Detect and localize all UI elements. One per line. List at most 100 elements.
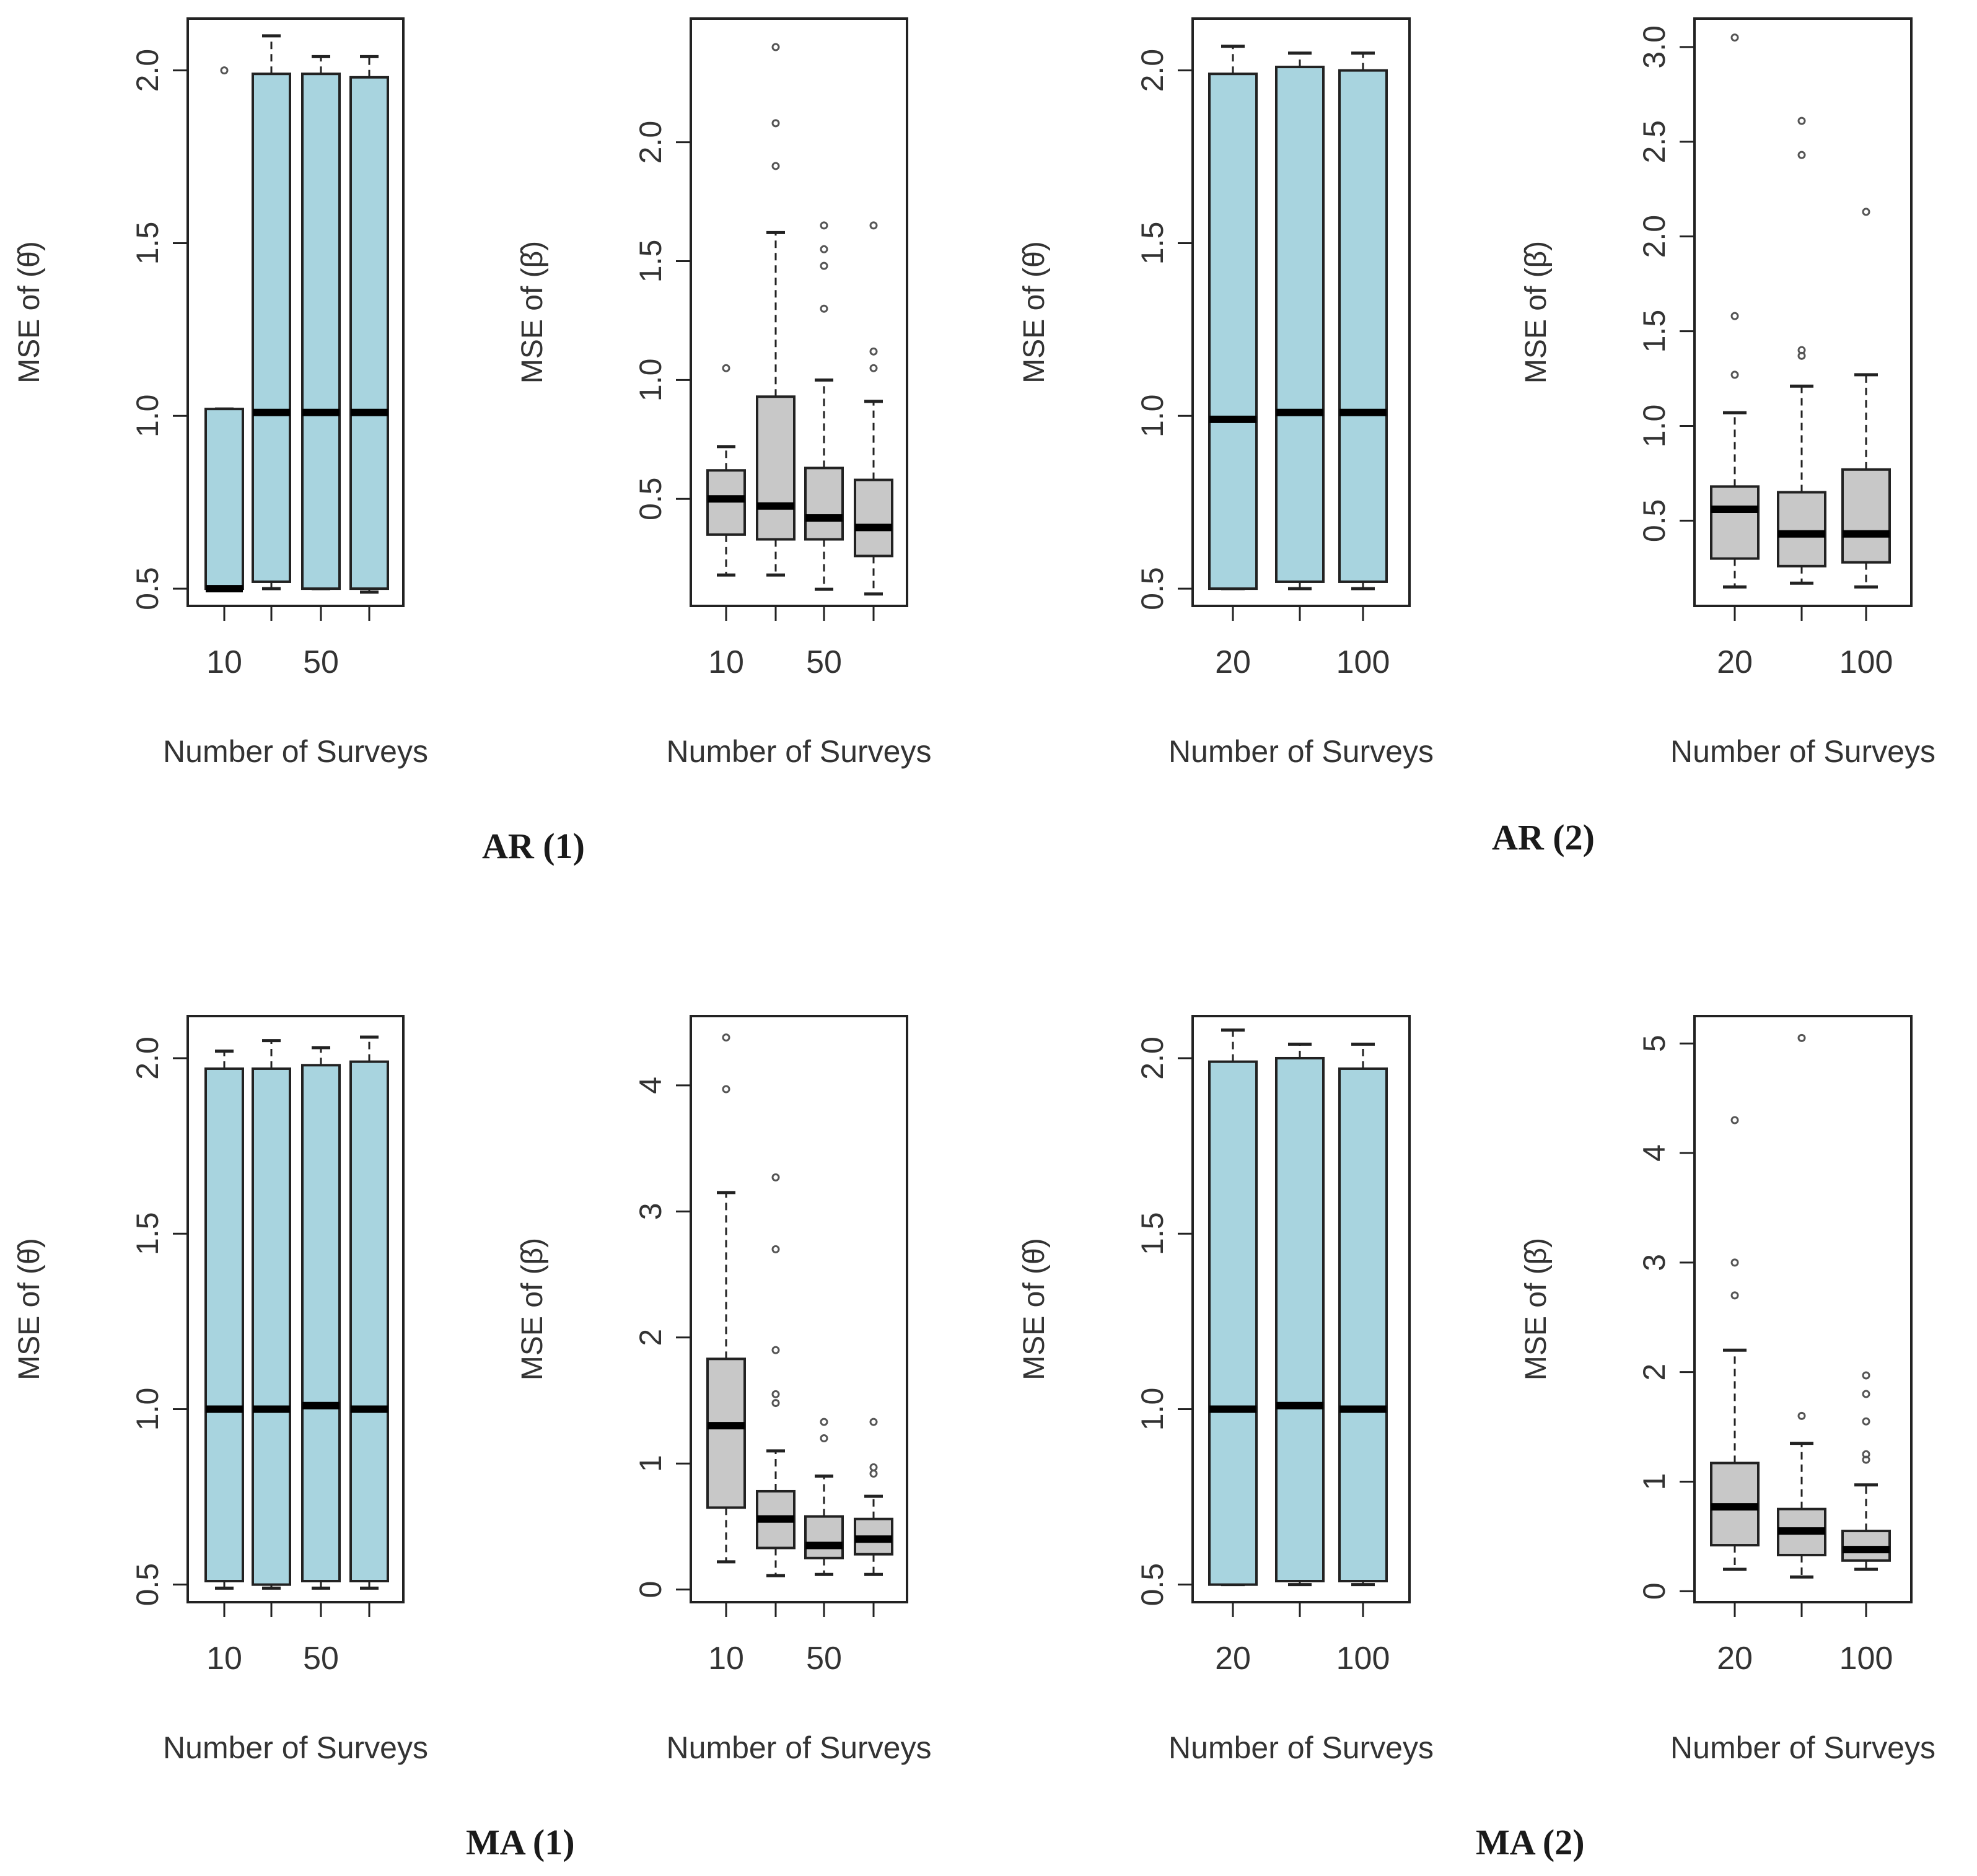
y-tick-label: 1.5	[1135, 222, 1170, 265]
outlier-point	[771, 119, 780, 128]
y-tick-label: 2.0	[633, 121, 668, 164]
box-body	[804, 1515, 844, 1559]
boxplot-panel-1: 0.5 1.0 1.5 2.0 MSE of (θ̂) 10 50 Number of Sur…	[13, 17, 428, 769]
y-tick-label: 1.5	[1637, 310, 1672, 353]
outlier-point	[722, 364, 730, 372]
plot-frame	[186, 1015, 405, 1603]
y-axis-title: MSE of (β̂)	[1520, 241, 1553, 384]
box-4	[349, 55, 389, 594]
outlier-point	[1862, 208, 1870, 216]
y-tick-label: 3	[1637, 1254, 1672, 1271]
outlier-point	[1862, 1417, 1870, 1426]
y-tick-label: 4	[1637, 1144, 1672, 1162]
plot-frame	[1693, 1015, 1913, 1603]
outlier-point	[1730, 370, 1739, 379]
group-title-ma2: MA (2)	[1476, 1822, 1585, 1862]
box-3	[301, 55, 341, 590]
x-tick-label: 10	[206, 644, 242, 680]
y-tick-label: 2.0	[130, 49, 165, 92]
outlier-point	[869, 364, 878, 372]
y-tick-label: 1.5	[130, 1212, 165, 1255]
y-tick-label: 1.5	[1135, 1212, 1170, 1255]
y-tick-label: 1.0	[130, 395, 165, 438]
box-body	[301, 1064, 341, 1583]
outlier-point	[1797, 1033, 1806, 1042]
box-body	[349, 1060, 389, 1583]
box-1	[1710, 1116, 1760, 1571]
outlier-point	[771, 1346, 780, 1354]
y-tick-label: 2.0	[1135, 1037, 1170, 1080]
outlier-point	[869, 221, 878, 230]
outlier-point	[771, 43, 780, 51]
outlier-point	[1730, 33, 1739, 42]
outlier-point	[1797, 151, 1806, 159]
x-tick-label: 100	[1839, 1641, 1893, 1677]
outlier-point	[1862, 1450, 1870, 1458]
outlier-point	[869, 1469, 878, 1478]
x-axis-title: Number of Surveys	[163, 734, 428, 769]
boxplot-panel-6: 0 1 2 3 4 MSE of (β̂) 10 50 Number of Surveys	[516, 1015, 932, 1765]
x-axis-title: Number of Surveys	[1168, 1730, 1434, 1765]
y-tick-label: 2.0	[130, 1037, 165, 1080]
outlier-point	[1862, 1371, 1870, 1380]
y-tick-label: 1.0	[1135, 1388, 1170, 1431]
box-1	[706, 1033, 746, 1564]
y-tick-label: 0	[633, 1581, 668, 1598]
y-tick-label: 2.5	[1637, 120, 1672, 164]
box-4	[854, 221, 893, 596]
box-1	[204, 66, 244, 593]
box-2	[1275, 51, 1325, 590]
boxplot-panel-7: 0.5 1.0 1.5 2.0 MSE of (θ̂) 20 100 Number of Su…	[1018, 1015, 1434, 1765]
outlier-point	[771, 1390, 780, 1398]
y-tick-label: 0.5	[130, 567, 165, 610]
group-title-ar2: AR (2)	[1492, 817, 1595, 857]
outlier-point	[1730, 1116, 1739, 1124]
box-body	[1338, 1067, 1388, 1583]
x-axis-title: Number of Surveys	[667, 734, 932, 769]
y-axis-title: MSE of (β̂)	[516, 241, 549, 384]
x-tick-label: 20	[1215, 644, 1251, 680]
y-tick-label: 1.5	[633, 240, 668, 283]
outlier-point	[771, 1399, 780, 1408]
y-axis-title: MSE of (β̂)	[516, 1238, 549, 1380]
x-tick-label: 50	[303, 644, 339, 680]
x-tick-label: 50	[806, 1641, 842, 1677]
y-tick-label: 2	[1637, 1364, 1672, 1381]
x-tick-label: 50	[806, 644, 842, 680]
outlier-point	[820, 221, 828, 230]
box-2	[1777, 116, 1826, 585]
outlier-point	[820, 304, 828, 313]
y-tick-label: 1.0	[130, 1388, 165, 1431]
y-tick-label: 0.5	[1135, 1563, 1170, 1606]
group-title-ma1: MA (1)	[466, 1822, 575, 1862]
boxplot-panel-4: 0.5 1.0 1.5 2.0 2.5 3.0 MSE of (β̂) 20 100 Number…	[1520, 17, 1935, 769]
y-tick-label: 1.5	[130, 222, 165, 265]
box-body	[1275, 66, 1325, 583]
y-axis-title: MSE of (θ̂)	[13, 241, 46, 383]
box-body	[204, 408, 244, 590]
outlier-point	[771, 162, 780, 170]
box-body	[1841, 1530, 1891, 1562]
outlier-point	[722, 1033, 730, 1042]
x-tick-label: 20	[1215, 1641, 1251, 1677]
box-body	[1208, 72, 1258, 590]
box-body	[1777, 491, 1826, 568]
box-3	[1841, 208, 1891, 589]
box-2	[252, 34, 291, 590]
outlier-point	[1862, 1390, 1870, 1398]
y-tick-label: 2.0	[1637, 215, 1672, 258]
box-3	[804, 1418, 844, 1576]
box-body	[252, 1067, 291, 1586]
x-tick-label: 10	[708, 644, 744, 680]
y-tick-label: 1.0	[1637, 405, 1672, 448]
outlier-point	[869, 347, 878, 356]
x-axis-title: Number of Surveys	[667, 1730, 932, 1765]
y-tick-label: 4	[633, 1077, 668, 1094]
outlier-point	[869, 1418, 878, 1426]
y-tick-label: 1.0	[1135, 395, 1170, 438]
x-tick-label: 100	[1336, 644, 1390, 680]
box-body	[1841, 468, 1891, 564]
y-tick-label: 0	[1637, 1582, 1672, 1600]
y-axis-title: MSE of (β̂)	[1520, 1238, 1553, 1380]
